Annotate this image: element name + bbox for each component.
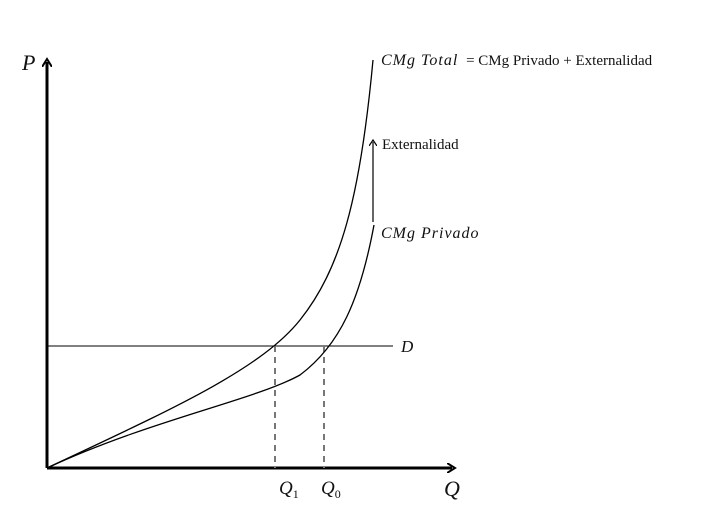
cmg-total-definition: = CMg Privado + Externalidad (466, 53, 653, 69)
y-axis-label: P (21, 50, 35, 75)
cmg-total-curve (46, 59, 374, 469)
cmg-total-name: CMg Total (381, 52, 458, 69)
cmg-total-label: CMg Total = CMg Privado + Externalidad (381, 52, 653, 69)
x-axis-label: Q (444, 476, 460, 501)
demand-label: D (400, 337, 414, 356)
q0-subscript: 0 (335, 487, 341, 501)
q1-label: Q1 (279, 478, 299, 501)
q1-subscript: 1 (293, 487, 299, 501)
q0-base: Q (321, 478, 335, 499)
q0-label: Q0 (321, 478, 341, 501)
q1-base: Q (279, 478, 293, 499)
externality-label: Externalidad (382, 137, 459, 153)
cmg-privado-curve (46, 224, 375, 469)
cmg-privado-label: CMg Privado (381, 225, 480, 242)
